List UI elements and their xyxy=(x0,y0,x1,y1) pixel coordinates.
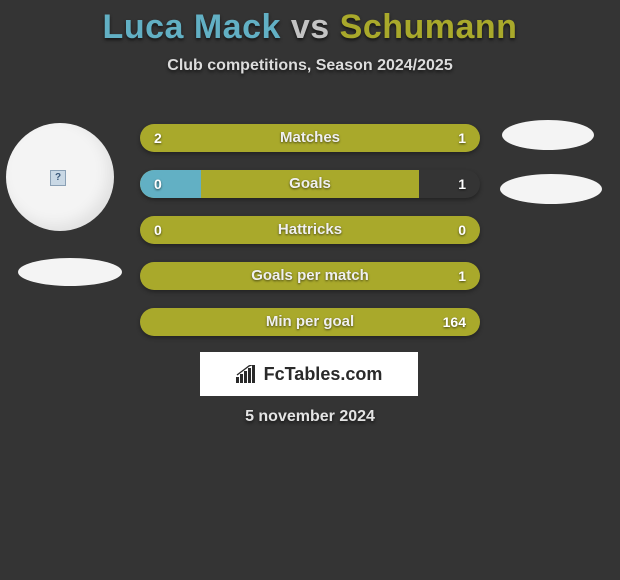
branding-box: FcTables.com xyxy=(200,352,418,396)
stat-row-min-per-goal: Min per goal 164 xyxy=(140,308,480,336)
stat-label: Min per goal xyxy=(140,308,480,336)
stat-label: Matches xyxy=(140,124,480,152)
stat-label: Goals xyxy=(140,170,480,198)
comparison-title: Luca Mack vs Schumann xyxy=(0,0,620,47)
placeholder-icon: ? xyxy=(50,170,66,186)
player1-avatar-body xyxy=(18,258,122,286)
competition-subtitle: Club competitions, Season 2024/2025 xyxy=(0,57,620,75)
stat-value-right: 1 xyxy=(458,170,466,198)
stats-panel: 2 Matches 1 0 Goals 1 0 Hattricks 0 Goal… xyxy=(140,124,480,354)
stat-row-hattricks: 0 Hattricks 0 xyxy=(140,216,480,244)
bar-chart-icon xyxy=(236,365,258,383)
stat-value-right: 164 xyxy=(443,308,466,336)
stat-value-right: 0 xyxy=(458,216,466,244)
stat-row-matches: 2 Matches 1 xyxy=(140,124,480,152)
player2-name: Schumann xyxy=(340,8,518,46)
stat-label: Hattricks xyxy=(140,216,480,244)
player2-avatar-head xyxy=(502,120,594,150)
stat-row-goals: 0 Goals 1 xyxy=(140,170,480,198)
stat-value-right: 1 xyxy=(458,262,466,290)
snapshot-date: 5 november 2024 xyxy=(0,408,620,426)
branding-text: FcTables.com xyxy=(264,364,383,384)
stat-row-goals-per-match: Goals per match 1 xyxy=(140,262,480,290)
vs-separator: vs xyxy=(291,8,330,46)
stat-label: Goals per match xyxy=(140,262,480,290)
player2-avatar-body xyxy=(500,174,602,204)
player1-name: Luca Mack xyxy=(103,8,281,46)
stat-value-right: 1 xyxy=(458,124,466,152)
